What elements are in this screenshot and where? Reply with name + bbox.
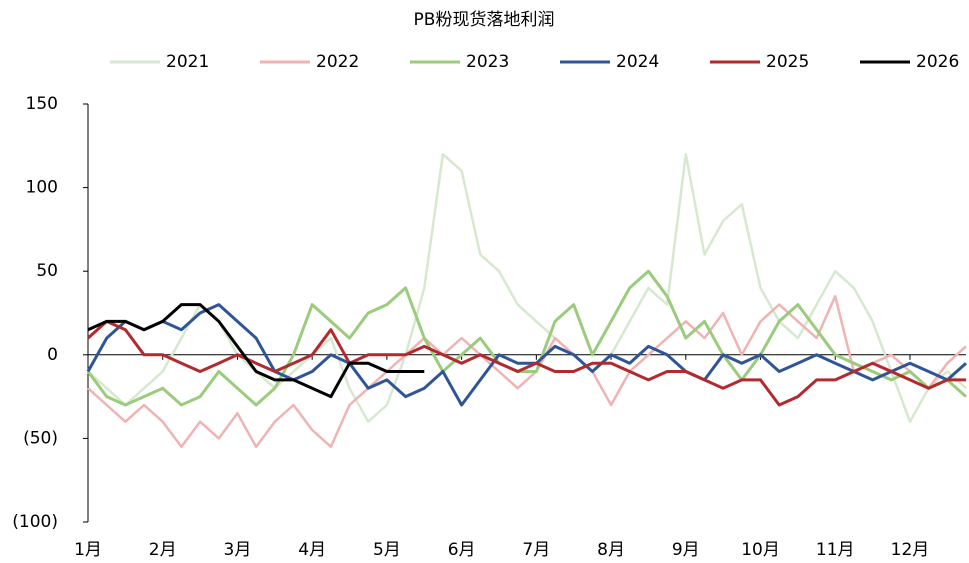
series-line bbox=[86, 269, 967, 407]
y-tick-label: 100 bbox=[26, 178, 58, 198]
y-tick-label: (100) bbox=[12, 512, 58, 532]
chart-title: PB粉现货落地利润 bbox=[414, 10, 555, 30]
y-tick-label: 50 bbox=[36, 261, 58, 281]
y-tick-label: 0 bbox=[47, 345, 58, 365]
legend-label: 2023 bbox=[466, 52, 509, 72]
legend-label: 2024 bbox=[616, 52, 659, 72]
x-tick-label: 11月 bbox=[816, 540, 855, 560]
y-tick-label: (50) bbox=[23, 428, 58, 448]
legend-label: 2022 bbox=[316, 52, 359, 72]
legend-label: 2026 bbox=[916, 52, 959, 72]
x-tick-label: 8月 bbox=[597, 540, 625, 560]
x-tick-label: 4月 bbox=[298, 540, 326, 560]
x-tick-label: 12月 bbox=[891, 540, 930, 560]
x-tick-label: 10月 bbox=[741, 540, 780, 560]
series-line bbox=[87, 319, 966, 407]
x-tick-label: 1月 bbox=[74, 540, 102, 560]
series-line bbox=[87, 303, 425, 399]
x-tick-label: 2月 bbox=[149, 540, 177, 560]
x-tick-label: 9月 bbox=[672, 540, 700, 560]
series-line bbox=[87, 152, 967, 423]
x-tick-label: 6月 bbox=[448, 540, 476, 560]
legend-label: 2025 bbox=[766, 52, 809, 72]
legend-label: 2021 bbox=[166, 52, 209, 72]
x-tick-label: 5月 bbox=[373, 540, 401, 560]
x-tick-label: 7月 bbox=[522, 540, 550, 560]
series-line bbox=[87, 295, 967, 449]
y-tick-label: 150 bbox=[26, 94, 58, 114]
series-line bbox=[86, 303, 967, 407]
x-tick-label: 3月 bbox=[224, 540, 252, 560]
